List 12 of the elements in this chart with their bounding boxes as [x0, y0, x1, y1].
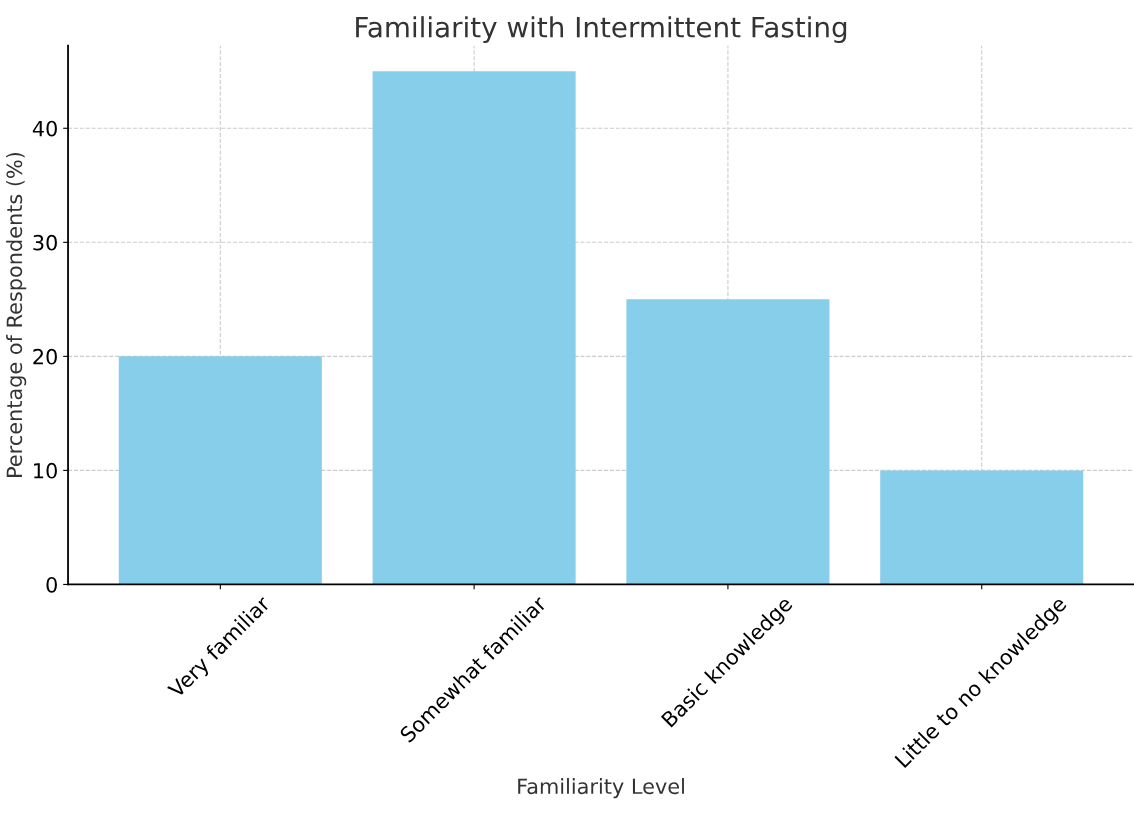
bar [626, 299, 830, 585]
x-axis-title: Familiarity Level [518, 778, 684, 799]
y-axis-title: Percentage of Respondents (%) [6, 152, 27, 477]
bar [880, 470, 1084, 585]
y-tick-label: 20 [33, 348, 57, 365]
bar [118, 356, 322, 585]
bar [372, 71, 576, 585]
y-tick-label: 30 [33, 234, 57, 251]
y-tick-label: 10 [34, 462, 57, 479]
chart-title: Familiarity with Intermittent Fasting [356, 16, 847, 44]
y-tick-label: 0 [46, 576, 57, 593]
y-tick-label: 40 [32, 120, 57, 137]
